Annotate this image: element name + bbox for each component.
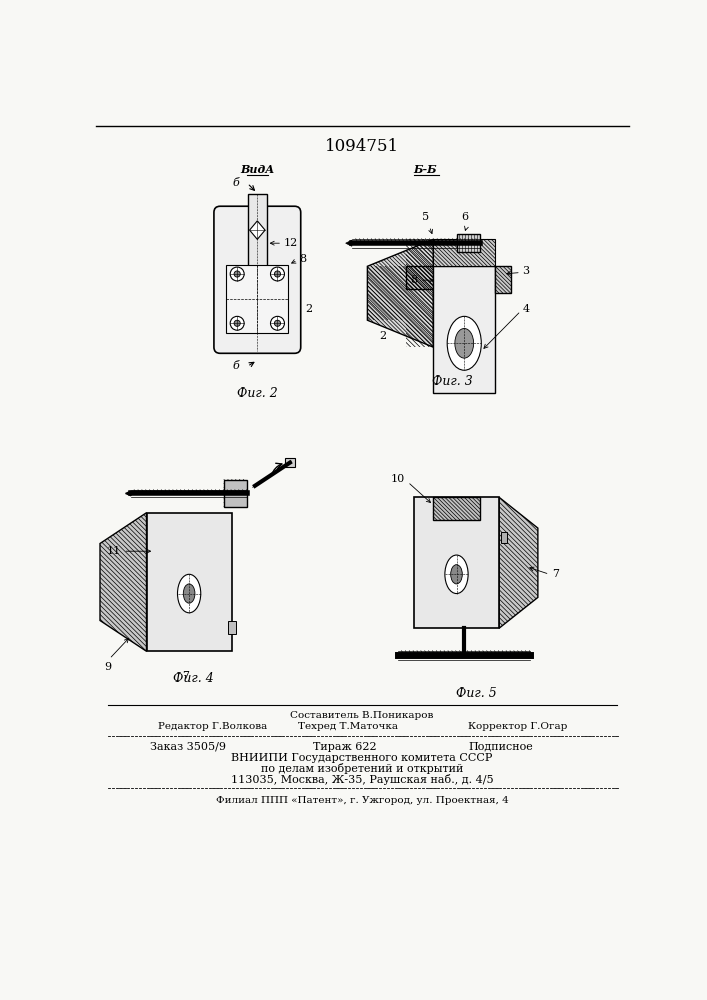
Text: Фиг. 2: Фиг. 2 xyxy=(237,387,278,400)
Bar xyxy=(224,480,247,507)
Circle shape xyxy=(234,320,240,326)
Text: Б-Б: Б-Б xyxy=(414,164,438,175)
Bar xyxy=(501,532,507,543)
Circle shape xyxy=(230,316,244,330)
Circle shape xyxy=(274,320,281,326)
Text: по делам изобретений и открытий: по делам изобретений и открытий xyxy=(261,763,463,774)
Bar xyxy=(248,194,267,279)
Bar xyxy=(433,497,480,520)
Ellipse shape xyxy=(177,574,201,613)
Text: б: б xyxy=(233,178,240,188)
Circle shape xyxy=(230,267,244,281)
Text: 113035, Москва, Ж-35, Раушская наб., д. 4/5: 113035, Москва, Ж-35, Раушская наб., д. … xyxy=(230,774,493,785)
Text: 3: 3 xyxy=(522,266,530,276)
Ellipse shape xyxy=(450,565,462,584)
Ellipse shape xyxy=(445,555,468,594)
Text: 11: 11 xyxy=(107,546,121,556)
Bar xyxy=(414,497,499,628)
Bar xyxy=(228,620,235,634)
Text: Фиг. 3: Фиг. 3 xyxy=(432,375,473,388)
Circle shape xyxy=(271,267,284,281)
Text: 8: 8 xyxy=(299,254,306,264)
Text: Фиг. 5: Фиг. 5 xyxy=(455,687,496,700)
Text: ВНИИПИ Государственного комитета СССР: ВНИИПИ Государственного комитета СССР xyxy=(231,753,493,763)
Text: 5: 5 xyxy=(422,212,429,222)
Text: Редактор Г.Волкова: Редактор Г.Волкова xyxy=(158,722,267,731)
Text: 1094751: 1094751 xyxy=(325,138,399,155)
Text: Подписное: Подписное xyxy=(468,742,533,752)
Text: 10: 10 xyxy=(390,474,404,484)
Text: Фиг. 4: Фиг. 4 xyxy=(173,672,214,685)
Polygon shape xyxy=(368,239,433,347)
Polygon shape xyxy=(499,497,538,628)
Bar xyxy=(433,266,495,393)
Ellipse shape xyxy=(183,584,195,603)
Bar xyxy=(495,266,510,293)
Text: Составитель В.Поникаров: Составитель В.Поникаров xyxy=(291,711,433,720)
FancyBboxPatch shape xyxy=(214,206,300,353)
Text: 9: 9 xyxy=(104,662,111,672)
Circle shape xyxy=(271,316,284,330)
Text: 7: 7 xyxy=(552,569,559,579)
Bar xyxy=(457,234,480,252)
Text: Корректор Г.Огар: Корректор Г.Огар xyxy=(468,722,568,731)
Text: 12: 12 xyxy=(284,238,298,248)
Bar xyxy=(226,265,288,333)
Text: б: б xyxy=(233,361,240,371)
Polygon shape xyxy=(250,221,265,239)
Text: 2: 2 xyxy=(305,304,312,314)
Bar xyxy=(406,266,433,289)
Polygon shape xyxy=(100,513,146,651)
Bar xyxy=(433,239,495,266)
Circle shape xyxy=(234,271,240,277)
Bar xyxy=(146,513,232,651)
Text: 6: 6 xyxy=(462,212,469,222)
Text: 8: 8 xyxy=(410,275,417,285)
Text: 4: 4 xyxy=(522,304,530,314)
Ellipse shape xyxy=(448,316,481,370)
Circle shape xyxy=(274,271,281,277)
Text: Тираж 622: Тираж 622 xyxy=(313,742,377,752)
Text: Филиал ППП «Патент», г. Ужгород, ул. Проектная, 4: Филиал ППП «Патент», г. Ужгород, ул. Про… xyxy=(216,796,508,805)
Text: ВидА: ВидА xyxy=(240,164,274,175)
Text: Заказ 3505/9: Заказ 3505/9 xyxy=(151,742,226,752)
Text: 7: 7 xyxy=(182,671,189,681)
Ellipse shape xyxy=(455,328,474,358)
Text: 2: 2 xyxy=(380,331,387,341)
Polygon shape xyxy=(126,491,131,496)
Polygon shape xyxy=(346,240,352,246)
Bar xyxy=(285,458,295,467)
Text: Техред Т.Маточка: Техред Т.Маточка xyxy=(298,722,397,731)
